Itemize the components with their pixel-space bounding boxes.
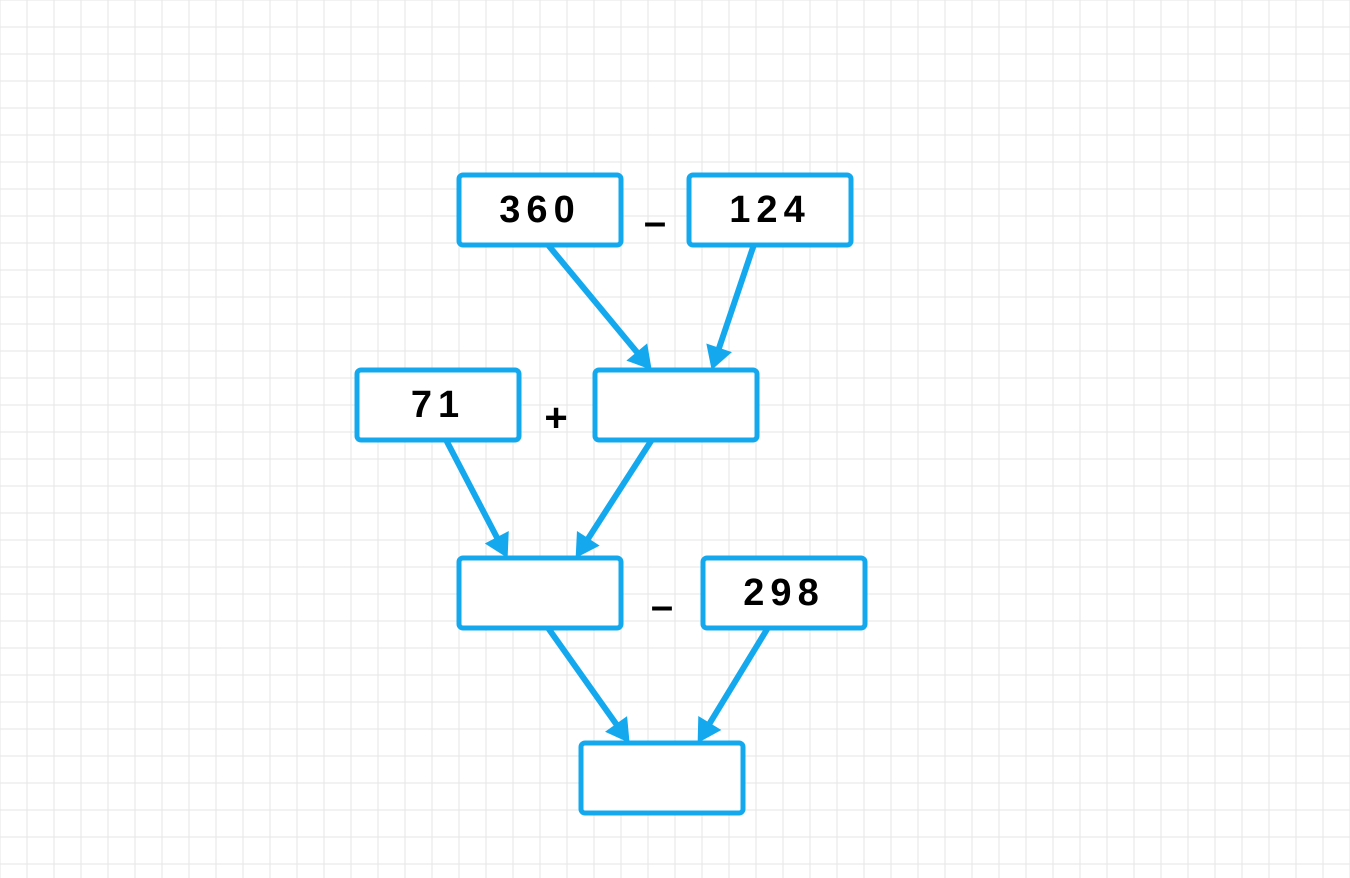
number-box-b4 — [595, 370, 757, 440]
math-flowchart: 360 124 71 298 – + – — [0, 0, 1350, 878]
number-box-label: 71 — [411, 384, 465, 426]
number-box-b3: 71 — [357, 370, 519, 440]
number-box-label: 360 — [499, 189, 580, 231]
number-box-b2: 124 — [689, 175, 851, 245]
number-box-label: 298 — [743, 572, 824, 614]
grid-background: 360 124 71 298 – + – — [0, 0, 1350, 878]
operator-op3: – — [651, 584, 673, 628]
operator-op2: + — [544, 396, 567, 440]
number-box-b6: 298 — [703, 558, 865, 628]
operator-op1: – — [644, 200, 666, 244]
number-box-label: 124 — [729, 189, 810, 231]
number-box-b7 — [581, 743, 743, 813]
number-box-b1: 360 — [459, 175, 621, 245]
number-box-b5 — [459, 558, 621, 628]
